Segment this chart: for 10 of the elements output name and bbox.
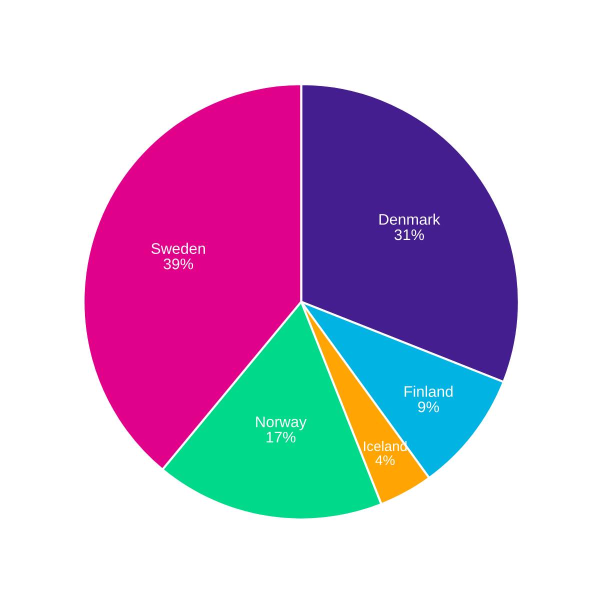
data-label: 9% bbox=[418, 401, 439, 412]
data-label: 39% bbox=[164, 258, 194, 270]
slice-label: Finland bbox=[404, 386, 453, 397]
data-label: 4% bbox=[375, 455, 395, 466]
data-label: 17% bbox=[266, 432, 296, 443]
slice-label: Iceland bbox=[364, 440, 407, 452]
slice-label: Norway bbox=[256, 416, 307, 430]
slice-label: Denmark bbox=[379, 214, 440, 225]
slice-label: Sweden bbox=[151, 242, 205, 254]
data-label: 31% bbox=[394, 229, 424, 240]
